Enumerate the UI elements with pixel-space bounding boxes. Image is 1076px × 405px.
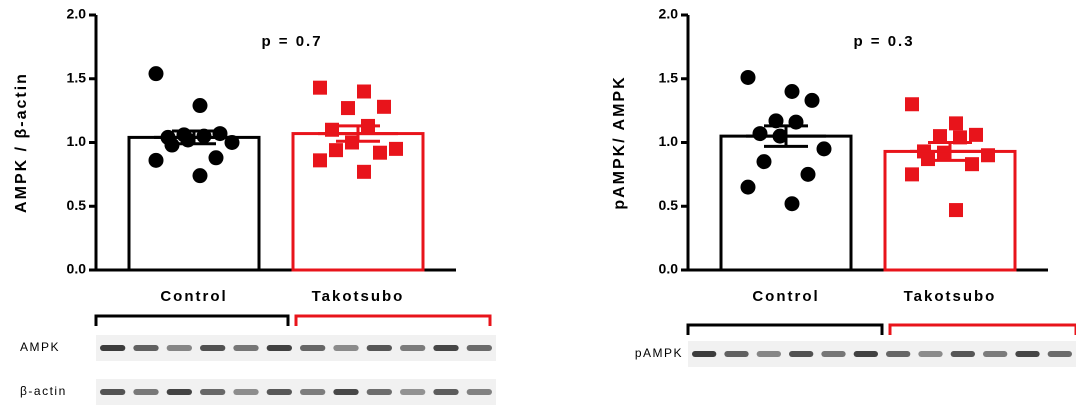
blot-label: AMPK	[20, 340, 60, 354]
blot-band	[918, 351, 942, 357]
data-point	[149, 66, 164, 81]
y-tick-label: 2.0	[67, 6, 87, 22]
y-tick-label: 0.0	[659, 261, 679, 277]
blot-band	[433, 389, 458, 395]
data-point	[805, 93, 820, 108]
data-point	[785, 196, 800, 211]
data-point	[149, 153, 164, 168]
data-point	[357, 165, 371, 179]
blot-band	[333, 389, 358, 395]
data-point	[905, 97, 919, 111]
figure: 0.0 0.5 1.0 1.5 2.0 AMPK / β-actin p = 0.7 Cont…	[0, 0, 1076, 405]
bracket	[688, 325, 882, 335]
blot-band	[200, 345, 225, 351]
data-point	[753, 126, 768, 141]
blot-band	[333, 345, 358, 351]
blot-band	[133, 389, 158, 395]
data-point	[969, 128, 983, 142]
bracket	[96, 316, 288, 326]
bracket	[890, 325, 1076, 335]
blot-band	[951, 351, 975, 357]
y-tick-label: 1.0	[67, 133, 87, 149]
data-point	[357, 85, 371, 99]
blot-band	[757, 351, 781, 357]
data-point	[329, 143, 343, 157]
data-point	[949, 203, 963, 217]
blot-band	[100, 389, 125, 395]
data-point	[373, 146, 387, 160]
blot-band	[692, 351, 716, 357]
blot-band	[267, 345, 292, 351]
data-point	[741, 70, 756, 85]
blot-band	[886, 351, 910, 357]
data-point	[741, 180, 756, 195]
data-point	[785, 84, 800, 99]
y-tick-label: 1.0	[659, 133, 679, 149]
bracket	[296, 316, 490, 326]
p-value: p = 0.7	[261, 33, 322, 50]
blot-band	[467, 389, 492, 395]
category-label: Control	[160, 288, 227, 305]
blot-band	[133, 345, 158, 351]
data-point	[193, 98, 208, 113]
p-value: p = 0.3	[853, 33, 914, 50]
blot-band	[1015, 351, 1039, 357]
blot-label: pAMPK	[635, 346, 683, 360]
data-point	[801, 167, 816, 182]
y-tick-label: 1.5	[659, 69, 679, 85]
blot-band	[433, 345, 458, 351]
blot-band	[300, 345, 325, 351]
data-point	[377, 100, 391, 114]
blot-band	[983, 351, 1007, 357]
bar	[129, 137, 259, 270]
blot-band	[167, 345, 192, 351]
blot-band	[400, 389, 425, 395]
category-label: Control	[752, 288, 819, 305]
data-point	[193, 168, 208, 183]
blot-band	[367, 345, 392, 351]
category-label: Takotsubo	[904, 288, 997, 305]
blot-band	[821, 351, 845, 357]
y-tick-label: 1.5	[67, 69, 87, 85]
data-point	[209, 150, 224, 165]
blot-band	[367, 389, 392, 395]
category-label: Takotsubo	[312, 288, 405, 305]
blot-band	[267, 389, 292, 395]
blot-band	[789, 351, 813, 357]
blot-band	[233, 345, 258, 351]
blot-band	[854, 351, 878, 357]
data-point	[949, 116, 963, 130]
y-tick-label: 0.5	[659, 197, 679, 213]
blot-band	[724, 351, 748, 357]
blot-band	[233, 389, 258, 395]
data-point	[313, 153, 327, 167]
data-point	[905, 167, 919, 181]
blot-band	[467, 345, 492, 351]
blot-band	[200, 389, 225, 395]
data-point	[817, 141, 832, 156]
y-tick-label: 0.5	[67, 197, 87, 213]
y-axis-label: pAMPK/ AMPK	[611, 75, 628, 209]
blot-band	[100, 345, 125, 351]
blot-band	[400, 345, 425, 351]
data-point	[313, 81, 327, 95]
blot-band	[1048, 351, 1072, 357]
y-tick-label: 2.0	[659, 6, 679, 22]
blot-band	[167, 389, 192, 395]
bar	[293, 134, 423, 270]
data-point	[341, 101, 355, 115]
blot-label: β-actin	[20, 384, 67, 398]
blot-band	[300, 389, 325, 395]
y-tick-label: 0.0	[67, 261, 87, 277]
data-point	[757, 154, 772, 169]
y-axis-label: AMPK / β-actin	[13, 72, 30, 213]
data-point	[389, 142, 403, 156]
